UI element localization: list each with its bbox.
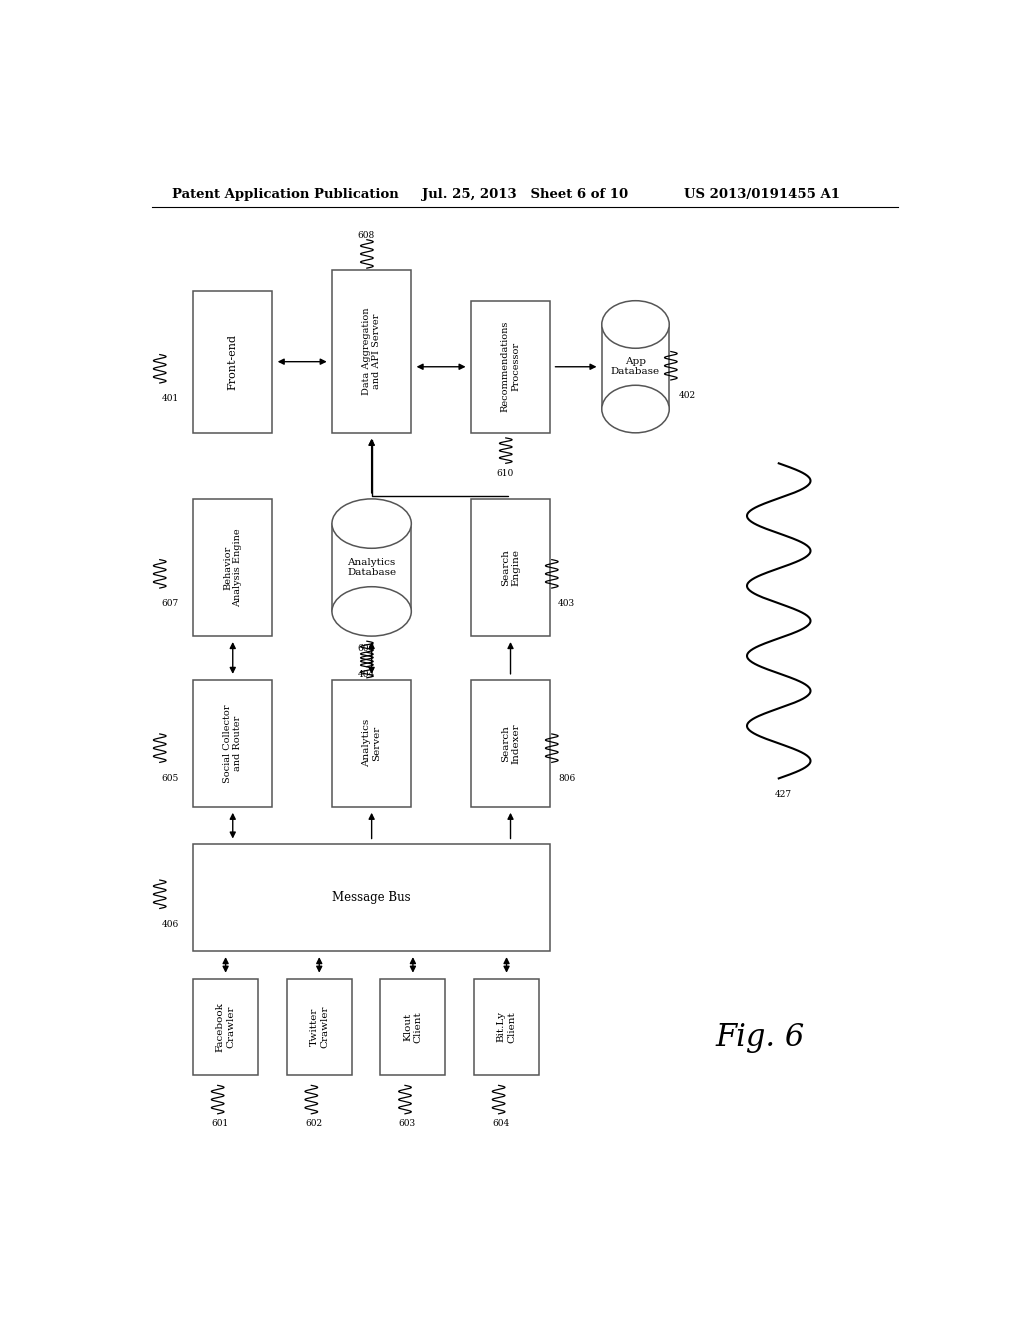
Ellipse shape (602, 385, 670, 433)
Text: 610: 610 (497, 469, 513, 478)
Text: Twitter
Crawler: Twitter Crawler (309, 1006, 329, 1048)
Bar (194, 845, 550, 952)
Text: Bit.Ly
Client: Bit.Ly Client (497, 1011, 516, 1043)
Bar (194, 290, 272, 433)
Bar (471, 499, 550, 636)
Bar (194, 499, 272, 636)
Text: 608: 608 (357, 231, 375, 240)
Text: 607: 607 (162, 599, 178, 609)
Text: App
Database: App Database (611, 358, 660, 376)
Text: Social Collector
and Router: Social Collector and Router (223, 704, 243, 783)
Bar (194, 978, 258, 1076)
Bar (602, 325, 670, 409)
Bar (471, 301, 550, 433)
Text: Klout
Client: Klout Client (403, 1011, 423, 1043)
Text: Analytics
Database: Analytics Database (347, 558, 396, 577)
Text: 601: 601 (211, 1119, 228, 1129)
Text: 404: 404 (357, 669, 375, 678)
Bar (380, 978, 445, 1076)
Bar (471, 680, 550, 807)
Text: Front-end: Front-end (227, 334, 238, 389)
Text: 806: 806 (558, 774, 575, 783)
Text: 606: 606 (357, 644, 375, 653)
Bar (332, 271, 412, 433)
Text: Message Bus: Message Bus (333, 891, 411, 904)
Text: Analytics
Server: Analytics Server (361, 719, 381, 767)
Text: Facebook
Crawler: Facebook Crawler (216, 1002, 236, 1052)
Bar (194, 680, 272, 807)
Text: Behavior
Analysis Engine: Behavior Analysis Engine (223, 528, 243, 607)
Text: 602: 602 (305, 1119, 323, 1129)
Text: 403: 403 (558, 599, 575, 609)
Text: Patent Application Publication: Patent Application Publication (172, 189, 398, 202)
Bar (332, 680, 412, 807)
Text: 427: 427 (775, 789, 792, 799)
Text: Search
Indexer: Search Indexer (501, 723, 520, 764)
Text: Search
Engine: Search Engine (501, 549, 520, 586)
Ellipse shape (332, 586, 412, 636)
Text: 406: 406 (162, 920, 178, 929)
Text: 604: 604 (493, 1119, 510, 1129)
Bar (332, 524, 412, 611)
Text: Recommendations
Processor: Recommendations Processor (501, 321, 520, 412)
Text: Data Aggregation
and API Server: Data Aggregation and API Server (361, 308, 381, 395)
Bar (474, 978, 539, 1076)
Text: 401: 401 (162, 395, 178, 404)
Text: Jul. 25, 2013   Sheet 6 of 10: Jul. 25, 2013 Sheet 6 of 10 (422, 189, 628, 202)
Text: Fig. 6: Fig. 6 (715, 1022, 805, 1053)
Text: 402: 402 (679, 391, 696, 400)
Text: 603: 603 (398, 1119, 416, 1129)
Bar (287, 978, 352, 1076)
Text: 605: 605 (162, 774, 179, 783)
Ellipse shape (602, 301, 670, 348)
Text: US 2013/0191455 A1: US 2013/0191455 A1 (684, 189, 840, 202)
Ellipse shape (332, 499, 412, 548)
